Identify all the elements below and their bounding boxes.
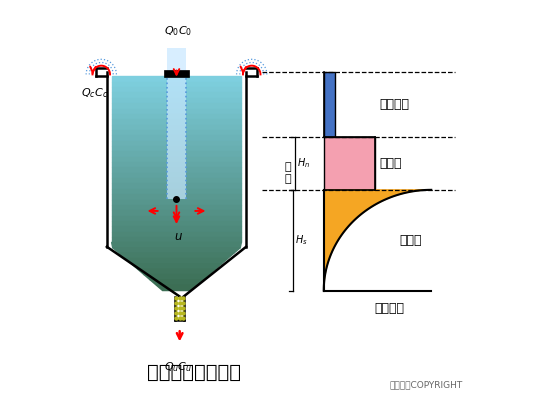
Text: 上清液区: 上清液区 — [379, 98, 409, 111]
Text: 压缩区: 压缩区 — [399, 234, 422, 247]
Polygon shape — [112, 221, 241, 226]
Polygon shape — [138, 269, 215, 275]
Polygon shape — [112, 114, 241, 119]
Polygon shape — [156, 285, 197, 291]
Polygon shape — [112, 146, 241, 151]
Polygon shape — [112, 199, 241, 205]
Text: 阻滞区: 阻滞区 — [379, 157, 402, 170]
Text: u: u — [175, 230, 182, 243]
Bar — [167, 48, 186, 199]
Polygon shape — [112, 194, 241, 199]
Polygon shape — [112, 216, 241, 221]
Polygon shape — [112, 151, 241, 157]
Polygon shape — [113, 248, 240, 253]
Polygon shape — [112, 135, 241, 140]
Polygon shape — [112, 168, 241, 173]
Text: 高
度: 高 度 — [284, 162, 291, 184]
Polygon shape — [144, 275, 209, 280]
Text: $H_n$: $H_n$ — [296, 157, 310, 170]
Polygon shape — [112, 226, 241, 232]
Polygon shape — [112, 125, 241, 130]
Polygon shape — [112, 82, 241, 87]
Text: 连续式重力浓缩池: 连续式重力浓缩池 — [147, 363, 242, 382]
Polygon shape — [132, 264, 221, 269]
Polygon shape — [112, 189, 241, 194]
Text: 东方仿真COPYRIGHT: 东方仿真COPYRIGHT — [390, 380, 463, 389]
Bar — [164, 70, 189, 77]
Polygon shape — [112, 119, 241, 125]
Polygon shape — [112, 183, 241, 189]
Polygon shape — [112, 130, 241, 135]
Bar — [324, 137, 375, 190]
Polygon shape — [324, 190, 431, 291]
Polygon shape — [112, 210, 241, 216]
Text: 固体浓度: 固体浓度 — [374, 302, 404, 315]
Text: $H_s$: $H_s$ — [295, 233, 307, 247]
Text: $Q_cC_c$: $Q_cC_c$ — [81, 87, 109, 100]
Bar — [324, 72, 335, 137]
Polygon shape — [112, 103, 241, 109]
Polygon shape — [112, 157, 241, 162]
Polygon shape — [125, 258, 228, 264]
Polygon shape — [112, 76, 241, 82]
Text: $Q_uC_u$: $Q_uC_u$ — [164, 360, 193, 374]
Polygon shape — [112, 242, 241, 248]
Polygon shape — [112, 140, 241, 146]
Text: $Q_0C_0$: $Q_0C_0$ — [164, 24, 192, 38]
Polygon shape — [119, 253, 234, 258]
Polygon shape — [112, 87, 241, 92]
Polygon shape — [112, 178, 241, 183]
Polygon shape — [112, 237, 241, 242]
Polygon shape — [112, 109, 241, 114]
Polygon shape — [112, 173, 241, 178]
Polygon shape — [112, 232, 241, 237]
Polygon shape — [112, 92, 241, 98]
Polygon shape — [150, 280, 203, 285]
Polygon shape — [112, 162, 241, 168]
Polygon shape — [112, 205, 241, 210]
Polygon shape — [112, 98, 241, 103]
